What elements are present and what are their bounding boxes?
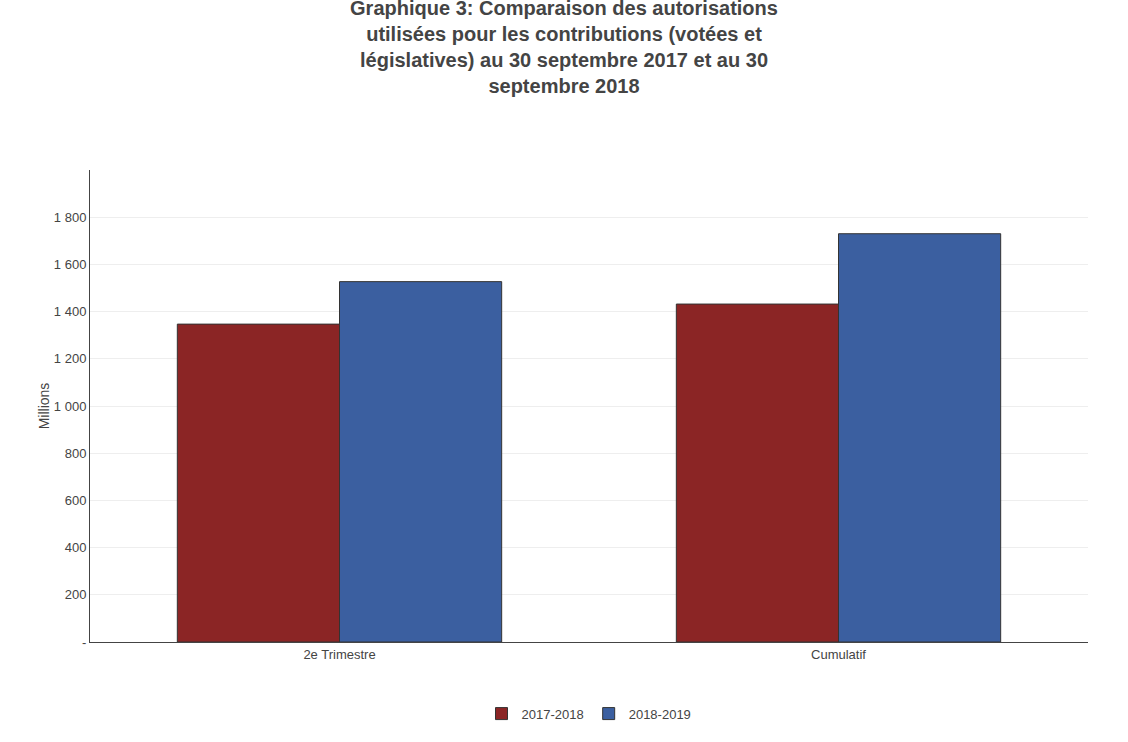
- svg-text:400: 400: [65, 540, 87, 555]
- svg-text:2017-2018: 2017-2018: [522, 707, 584, 722]
- svg-text:-: -: [82, 635, 86, 650]
- svg-text:2018-2019: 2018-2019: [629, 707, 691, 722]
- svg-text:1 800: 1 800: [54, 210, 87, 225]
- svg-text:800: 800: [65, 446, 87, 461]
- svg-text:Cumulatif: Cumulatif: [811, 647, 866, 662]
- svg-text:Millions: Millions: [36, 383, 52, 430]
- svg-text:1 000: 1 000: [54, 399, 87, 414]
- svg-text:Graphique 3: Comparaison des a: Graphique 3: Comparaison des autorisatio…: [350, 0, 778, 97]
- svg-text:1 200: 1 200: [54, 351, 87, 366]
- svg-text:600: 600: [65, 493, 87, 508]
- svg-text:200: 200: [65, 587, 87, 602]
- svg-text:1 400: 1 400: [54, 304, 87, 319]
- svg-text:1 600: 1 600: [54, 257, 87, 272]
- svg-text:2e Trimestre: 2e Trimestre: [303, 647, 375, 662]
